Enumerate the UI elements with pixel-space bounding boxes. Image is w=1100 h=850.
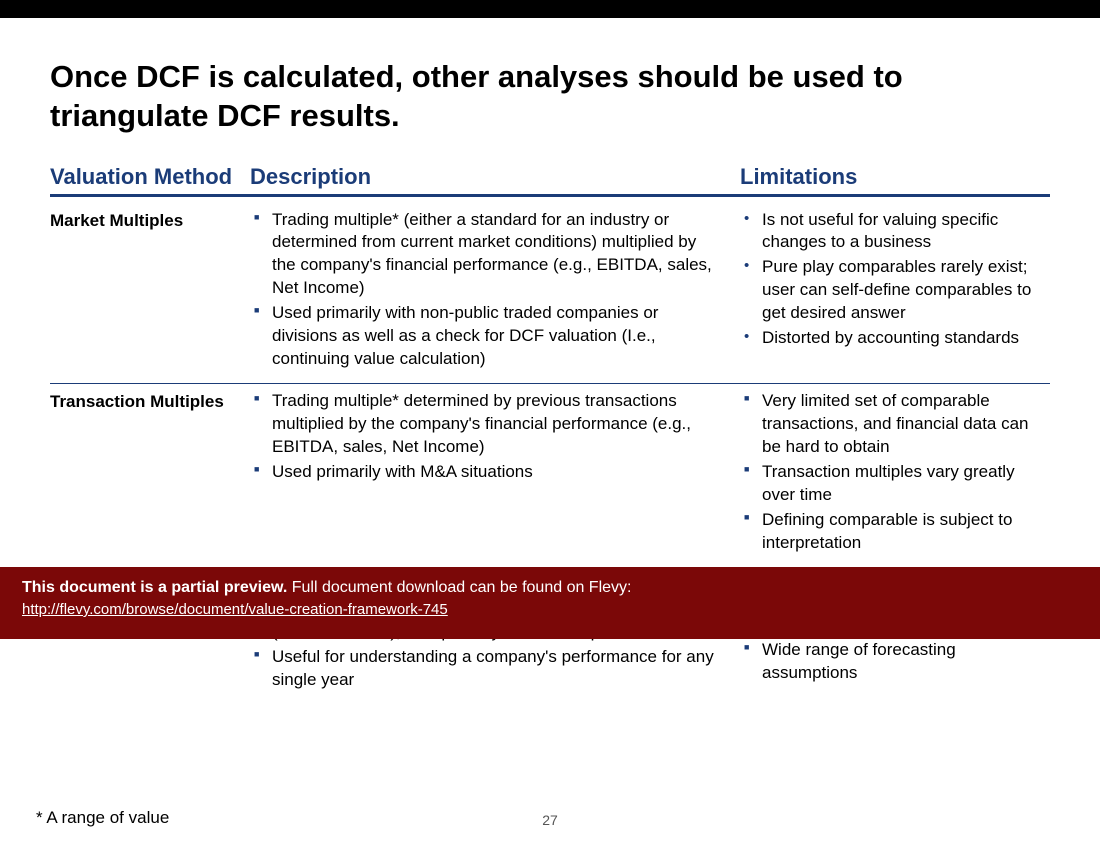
banner-link[interactable]: http://flevy.com/browse/document/value-c… <box>22 601 1078 618</box>
header-valuation-method: Valuation Method <box>50 164 250 190</box>
list-item: Defining comparable is subject to interp… <box>740 509 1040 555</box>
limitations-list: Wide range of forecasting assumptions <box>740 639 1040 685</box>
description-list: Trading multiple* (either a standard for… <box>250 209 722 372</box>
content-area: Once DCF is calculated, other analyses s… <box>0 18 1100 568</box>
banner-bold-text: This document is a partial preview. <box>22 579 287 596</box>
row3-visible-tail: (ROIC – WACC), multiplied by invested ca… <box>50 639 1050 694</box>
list-item: Useful for understanding a company's per… <box>250 646 722 692</box>
list-item: Wide range of forecasting assumptions <box>740 639 1040 685</box>
list-item: Trading multiple* (either a standard for… <box>250 209 722 301</box>
top-black-bar <box>0 0 1100 18</box>
header-description: Description <box>250 164 740 190</box>
description-cell: Trading multiple* (either a standard for… <box>250 209 740 374</box>
list-item: Distorted by accounting standards <box>740 327 1040 350</box>
limitations-list: Very limited set of comparable transacti… <box>740 390 1040 555</box>
method-label: Market Multiples <box>50 209 250 374</box>
list-item: Used primarily with M&A situations <box>250 461 722 484</box>
table-row: Transaction Multiples Trading multiple* … <box>50 384 1050 568</box>
method-label <box>50 639 250 694</box>
table-row: Market Multiples Trading multiple* (eith… <box>50 203 1050 385</box>
method-label: Transaction Multiples <box>50 390 250 557</box>
preview-banner: This document is a partial preview. Full… <box>0 567 1100 639</box>
limitations-cell: Wide range of forecasting assumptions <box>740 639 1040 694</box>
list-item: Trading multiple* determined by previous… <box>250 390 722 459</box>
banner-rest-text: Full document download can be found on F… <box>287 579 631 596</box>
limitations-cell: Very limited set of comparable transacti… <box>740 390 1040 557</box>
banner-text-line1: This document is a partial preview. Full… <box>22 579 1078 597</box>
description-cell: (ROIC – WACC), multiplied by invested ca… <box>250 639 740 694</box>
limitations-cell: Is not useful for valuing specific chang… <box>740 209 1040 374</box>
description-list: Trading multiple* determined by previous… <box>250 390 722 484</box>
list-item: Used primarily with non-public traded co… <box>250 302 722 371</box>
table-header-row: Valuation Method Description Limitations <box>50 164 1050 197</box>
limitations-list: Is not useful for valuing specific chang… <box>740 209 1040 351</box>
list-item: Pure play comparables rarely exist; user… <box>740 256 1040 325</box>
list-item: Transaction multiples vary greatly over … <box>740 461 1040 507</box>
header-limitations: Limitations <box>740 164 1040 190</box>
description-cell: Trading multiple* determined by previous… <box>250 390 740 557</box>
list-item: Very limited set of comparable transacti… <box>740 390 1040 459</box>
slide-title: Once DCF is calculated, other analyses s… <box>50 58 1050 136</box>
list-item: Is not useful for valuing specific chang… <box>740 209 1040 255</box>
page-number: 27 <box>0 812 1100 828</box>
slide: Once DCF is calculated, other analyses s… <box>0 0 1100 850</box>
